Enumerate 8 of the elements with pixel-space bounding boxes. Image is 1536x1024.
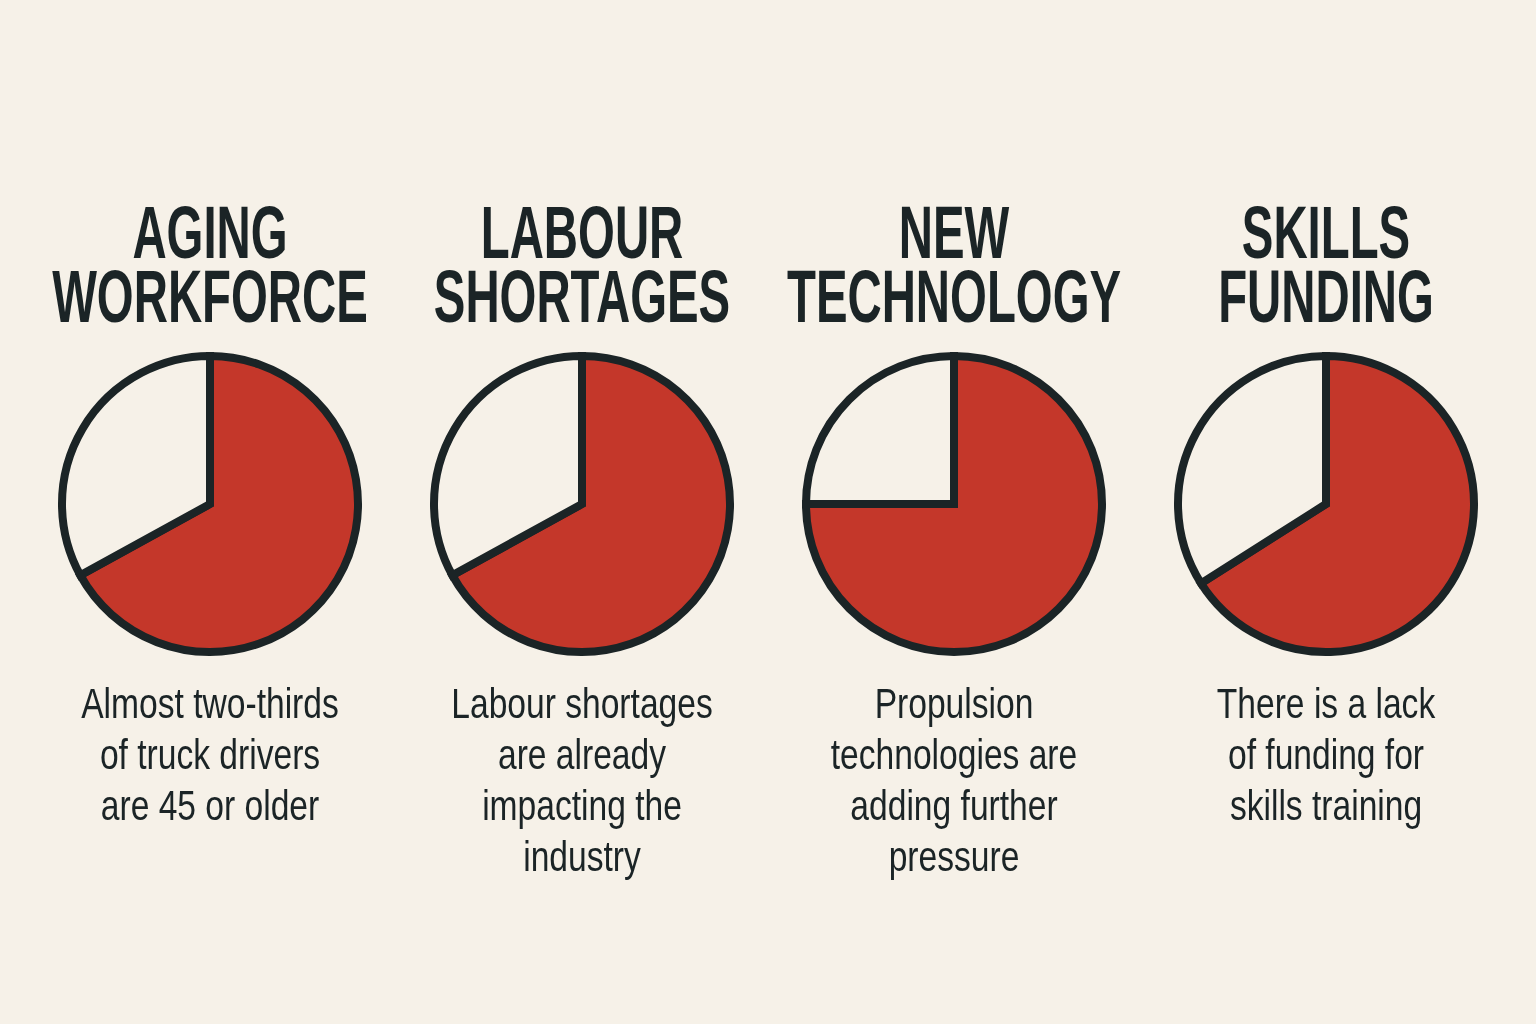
text: Propulsion technologies are adding further pressure [830,680,1078,880]
text: Labour shortages are already impacting the industry [451,680,713,880]
chart-title: AGING WORKFORCE [52,191,368,338]
chart-title: SKILLS FUNDING [1218,191,1434,338]
chart-title: LABOUR SHORTAGES [433,191,731,338]
text: There is a lack of funding for skills training [1216,680,1437,829]
chart-title: NEW TECHNOLOGY [786,191,1122,338]
text: Almost two-thirds of truck drivers are 45 or older [81,680,339,829]
